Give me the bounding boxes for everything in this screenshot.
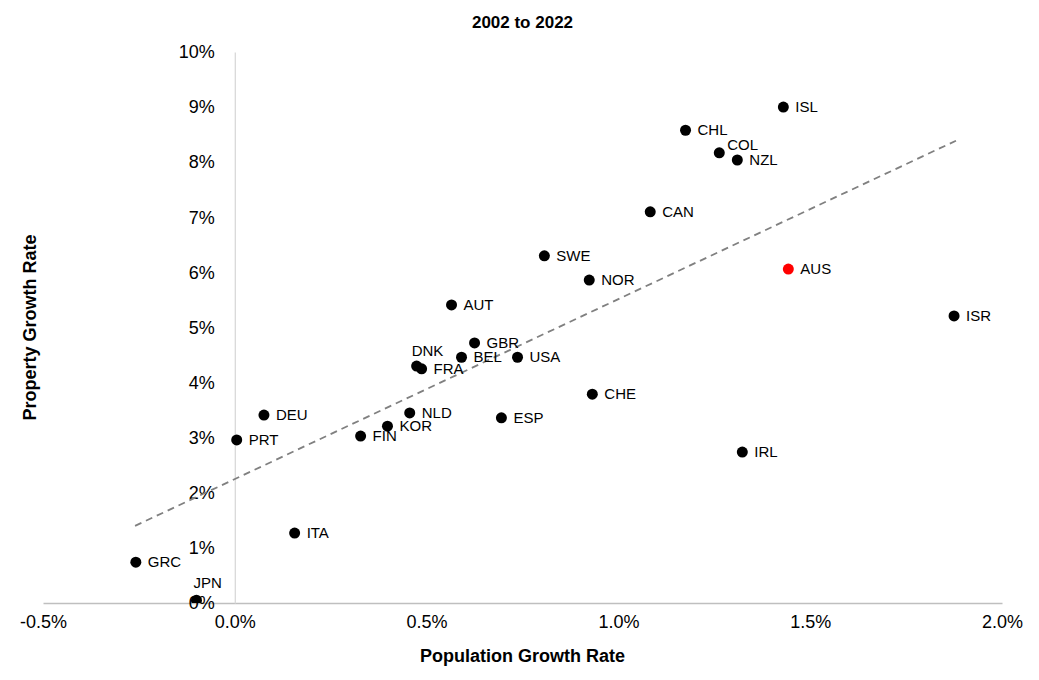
y-tick: 9%	[189, 97, 235, 117]
point-label: DEU	[276, 406, 308, 423]
point-label: PRT	[249, 431, 279, 448]
x-axis-line	[44, 603, 1003, 604]
point	[732, 154, 743, 165]
y-tick-label: 6%	[189, 263, 215, 283]
point	[680, 125, 691, 136]
y-tick-label: 4%	[189, 373, 215, 393]
point	[737, 447, 748, 458]
x-tick: 1.0%	[598, 603, 639, 632]
y-axis-title: Property Growth Rate	[20, 234, 40, 420]
x-tick: 1.5%	[790, 603, 831, 632]
point	[645, 206, 656, 217]
point	[584, 275, 595, 286]
point-label: ITA	[307, 524, 329, 541]
point-label: ISR	[966, 307, 991, 324]
x-axis: -0.5% 0.0% 0.5% 1.0% 1.5% 2.0%	[20, 603, 1023, 632]
point	[512, 352, 523, 363]
x-tick-label: 1.0%	[598, 612, 639, 632]
point	[191, 595, 202, 603]
y-axis-line	[235, 53, 236, 604]
point	[446, 299, 457, 310]
point-label: CAN	[662, 203, 694, 220]
y-tick-label: 1%	[189, 538, 215, 558]
y-tick-label: 5%	[189, 318, 215, 338]
point-label: IRL	[754, 443, 777, 460]
point	[231, 434, 242, 445]
point	[587, 389, 598, 400]
point-label: KOR	[399, 417, 432, 434]
x-tick-label: 2.0%	[982, 612, 1023, 632]
point	[496, 412, 507, 423]
point-label: AUT	[464, 296, 494, 313]
y-tick: 4%	[189, 373, 235, 393]
x-tick: -0.5%	[20, 603, 67, 632]
x-tick-label: 0.0%	[215, 612, 256, 632]
point-label: DNK	[412, 342, 444, 359]
trend-line	[135, 141, 956, 526]
point	[778, 102, 789, 113]
point-label: SWE	[556, 247, 590, 264]
y-tick: 0%	[189, 593, 235, 613]
point	[355, 431, 366, 442]
x-tick: 0.0%	[215, 603, 256, 632]
point	[416, 363, 427, 374]
x-axis-title: Population Growth Rate	[420, 646, 625, 666]
y-tick: 8%	[189, 152, 235, 172]
point	[258, 410, 269, 421]
y-tick-label: 3%	[189, 428, 215, 448]
y-tick-label: 8%	[189, 152, 215, 172]
y-tick: 6%	[189, 263, 235, 283]
y-tick: 1%	[189, 538, 235, 558]
point-label: NOR	[601, 271, 635, 288]
chart: 2002 to 2022 Population Growth Rate Proper…	[0, 0, 1039, 680]
point	[949, 310, 960, 321]
y-tick-label: 2%	[189, 483, 215, 503]
point	[783, 264, 794, 275]
point-label: FIN	[373, 427, 397, 444]
point-label: FRA	[434, 360, 464, 377]
point-label: JPN	[193, 574, 221, 591]
x-tick-label: 1.5%	[790, 612, 831, 632]
point-label: BEL	[474, 348, 502, 365]
y-tick-label: 7%	[189, 208, 215, 228]
y-tick-label: 0%	[189, 593, 215, 613]
y-axis: 0% 1% 2% 3% 4% 5% 6% 7% 8% 9% 10%	[179, 42, 236, 613]
point-label: CHL	[698, 121, 728, 138]
point-label: ESP	[513, 409, 543, 426]
point	[130, 557, 141, 568]
point-label: ISL	[795, 98, 818, 115]
point	[539, 250, 550, 261]
point	[289, 528, 300, 539]
x-tick-label: -0.5%	[20, 612, 67, 632]
point	[714, 147, 725, 158]
x-tick: 0.5%	[407, 603, 448, 632]
title: 2002 to 2022	[472, 13, 573, 32]
x-tick-label: 0.5%	[407, 612, 448, 632]
y-tick: 2%	[189, 483, 235, 503]
x-tick: 2.0%	[982, 603, 1023, 632]
point-label: USA	[530, 348, 561, 365]
point-label: GRC	[148, 553, 182, 570]
point-label: CHE	[604, 385, 636, 402]
point-labels: ISLCHLCOLNZLCANSWENORAUSAUTGBRDNKFRABELU…	[148, 98, 991, 591]
y-tick: 5%	[189, 318, 235, 338]
point-label: NZL	[749, 151, 777, 168]
y-tick-label: 10%	[179, 42, 215, 62]
point	[469, 337, 480, 348]
y-tick: 7%	[189, 208, 235, 228]
y-tick: 10%	[179, 42, 235, 62]
point-label: AUS	[800, 260, 831, 277]
plot-area	[130, 102, 959, 603]
y-tick-label: 9%	[189, 97, 215, 117]
y-tick: 3%	[189, 428, 235, 448]
